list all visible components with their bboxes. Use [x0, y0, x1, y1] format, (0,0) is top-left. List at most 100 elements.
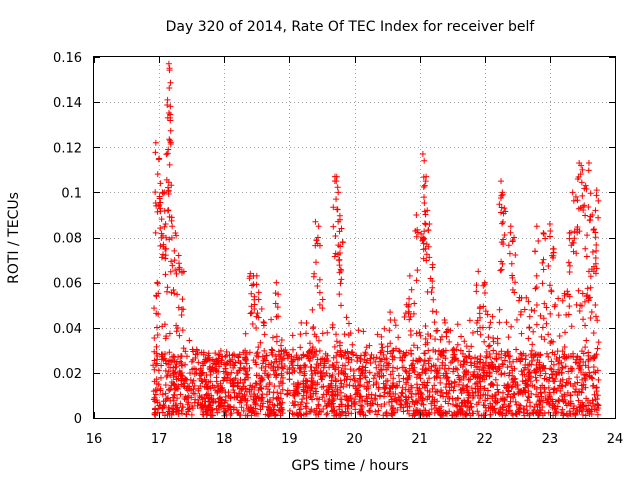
data-point	[458, 333, 465, 340]
data-point	[319, 305, 326, 312]
data-point	[590, 369, 597, 376]
data-point	[579, 348, 586, 355]
data-point	[154, 280, 161, 287]
data-point	[416, 357, 423, 364]
data-point	[246, 275, 253, 282]
data-point	[201, 376, 208, 383]
data-point	[505, 242, 512, 249]
data-point	[417, 375, 424, 382]
data-point	[591, 391, 598, 398]
data-point	[198, 377, 205, 384]
data-point	[366, 369, 373, 376]
data-point	[546, 391, 553, 398]
data-point	[540, 266, 547, 273]
data-point	[278, 370, 285, 377]
y-tick-label: 0.12	[53, 141, 82, 156]
data-point	[221, 374, 228, 381]
data-point	[433, 308, 440, 315]
data-point	[205, 403, 212, 410]
data-point	[242, 385, 249, 392]
data-point	[151, 357, 158, 364]
data-point	[578, 162, 585, 169]
data-point	[489, 395, 496, 402]
data-point	[472, 389, 479, 396]
data-point	[423, 251, 430, 258]
data-point	[303, 400, 310, 407]
data-point	[253, 313, 260, 320]
data-point	[166, 330, 173, 337]
data-point	[505, 383, 512, 390]
data-point	[318, 376, 325, 383]
data-point	[273, 333, 280, 340]
data-point	[525, 335, 532, 342]
data-point	[495, 389, 502, 396]
data-point	[280, 350, 287, 357]
data-point	[580, 358, 587, 365]
data-point	[311, 331, 318, 338]
data-point	[248, 386, 255, 393]
data-point	[566, 375, 573, 382]
data-point	[580, 316, 587, 323]
data-point	[507, 229, 514, 236]
data-point	[426, 389, 433, 396]
data-point	[533, 302, 540, 309]
data-point	[434, 356, 441, 363]
data-point	[425, 227, 432, 234]
data-point	[383, 355, 390, 362]
data-point	[268, 316, 275, 323]
data-point	[195, 387, 202, 394]
data-point	[308, 406, 315, 413]
data-point	[460, 373, 467, 380]
data-point	[319, 394, 326, 401]
data-point	[489, 313, 496, 320]
data-point	[345, 397, 352, 404]
data-point	[160, 251, 167, 258]
data-point	[300, 392, 307, 399]
data-point	[290, 402, 297, 409]
data-point	[315, 402, 322, 409]
data-point	[382, 410, 389, 417]
data-point	[449, 401, 456, 408]
data-point	[453, 346, 460, 353]
data-point	[462, 353, 469, 360]
data-point	[562, 399, 569, 406]
data-point	[498, 266, 505, 273]
data-point	[550, 252, 557, 259]
data-point	[333, 412, 340, 419]
data-point	[174, 404, 181, 411]
data-point	[343, 314, 350, 321]
data-point	[171, 290, 178, 297]
data-point	[555, 312, 562, 319]
data-point	[339, 239, 346, 246]
data-point	[162, 367, 169, 374]
data-point	[421, 228, 428, 235]
data-point	[550, 378, 557, 385]
data-point	[477, 374, 484, 381]
data-point	[386, 390, 393, 397]
data-point	[320, 369, 327, 376]
data-point	[190, 390, 197, 397]
data-point	[269, 334, 276, 341]
data-point	[324, 402, 331, 409]
data-point	[420, 240, 427, 247]
data-point	[272, 300, 279, 307]
data-point	[234, 409, 241, 416]
data-point	[316, 301, 323, 308]
data-point	[214, 382, 221, 389]
data-point	[309, 306, 316, 313]
data-point	[336, 291, 343, 298]
data-point	[489, 407, 496, 414]
data-point	[422, 178, 429, 185]
data-point	[316, 408, 323, 415]
data-point	[443, 328, 450, 335]
data-point	[375, 362, 382, 369]
data-point	[245, 374, 252, 381]
data-point	[447, 359, 454, 366]
data-point	[152, 149, 159, 156]
data-point	[357, 375, 364, 382]
data-point	[420, 184, 427, 191]
data-point	[474, 358, 481, 365]
data-point	[336, 250, 343, 257]
data-point	[422, 211, 429, 218]
data-point	[275, 291, 282, 298]
